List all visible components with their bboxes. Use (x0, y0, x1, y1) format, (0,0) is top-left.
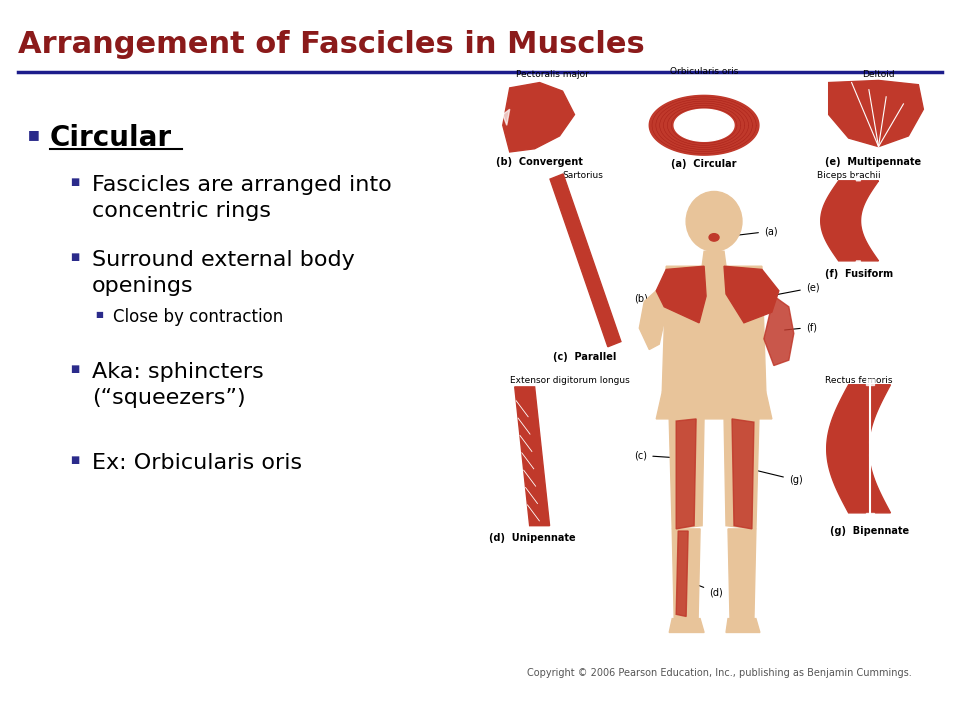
Text: Surround external body
openings: Surround external body openings (92, 250, 355, 296)
Text: Orbicularis oris: Orbicularis oris (670, 66, 738, 76)
Text: (e)  Multipennate: (e) Multipennate (826, 157, 922, 167)
Ellipse shape (709, 234, 719, 241)
Text: Extensor digitorum longus: Extensor digitorum longus (510, 376, 630, 385)
Polygon shape (657, 266, 707, 323)
Polygon shape (724, 415, 759, 529)
Text: Sartorius: Sartorius (563, 171, 604, 180)
Text: Close by contraction: Close by contraction (113, 308, 283, 326)
Text: Fascicles are arranged into
concentric rings: Fascicles are arranged into concentric r… (92, 175, 392, 220)
Polygon shape (866, 379, 874, 384)
Polygon shape (726, 618, 760, 632)
Polygon shape (662, 266, 766, 392)
Text: (a)  Circular: (a) Circular (671, 159, 737, 169)
Polygon shape (550, 174, 621, 347)
Text: ■: ■ (70, 252, 80, 262)
Text: Deltoid: Deltoid (862, 70, 895, 78)
Text: ■: ■ (70, 455, 80, 465)
Polygon shape (503, 109, 510, 125)
Text: ■: ■ (70, 177, 80, 187)
Text: Aka: sphincters
(“squeezers”): Aka: sphincters (“squeezers”) (92, 362, 264, 408)
Text: (f)  Fusiform: (f) Fusiform (825, 269, 893, 279)
Polygon shape (828, 81, 924, 147)
Polygon shape (728, 529, 756, 618)
Text: (b)  Convergent: (b) Convergent (496, 157, 583, 167)
Text: Circular: Circular (50, 124, 172, 152)
Text: ■: ■ (70, 364, 80, 374)
Text: (f): (f) (784, 323, 817, 333)
Circle shape (686, 192, 742, 251)
Text: Arrangement of Fascicles in Muscles: Arrangement of Fascicles in Muscles (18, 30, 645, 59)
Text: (c)  Parallel: (c) Parallel (553, 351, 616, 361)
Text: (d): (d) (684, 580, 723, 597)
Polygon shape (724, 266, 779, 323)
Polygon shape (732, 419, 754, 529)
Text: Rectus femoris: Rectus femoris (825, 376, 893, 385)
Text: Ex: Orbicularis oris: Ex: Orbicularis oris (92, 453, 302, 473)
Polygon shape (676, 531, 688, 616)
Polygon shape (674, 109, 734, 141)
Polygon shape (669, 618, 704, 632)
Text: Pectoralis major: Pectoralis major (516, 70, 589, 78)
Polygon shape (827, 384, 891, 513)
Text: (c): (c) (635, 451, 684, 460)
Polygon shape (672, 529, 700, 618)
Polygon shape (854, 176, 860, 181)
Polygon shape (515, 387, 549, 526)
Polygon shape (649, 95, 759, 156)
Text: (a): (a) (722, 226, 778, 237)
Polygon shape (866, 513, 874, 518)
Polygon shape (764, 296, 794, 366)
Polygon shape (639, 291, 666, 349)
Polygon shape (702, 251, 726, 266)
Text: ■: ■ (28, 128, 39, 141)
Text: Biceps brachii: Biceps brachii (817, 171, 880, 180)
Polygon shape (676, 419, 696, 529)
Polygon shape (854, 261, 860, 265)
Text: (b): (b) (635, 294, 682, 303)
Polygon shape (669, 415, 704, 529)
Text: ■: ■ (95, 310, 103, 319)
Text: (d)  Unipennate: (d) Unipennate (490, 534, 576, 543)
Polygon shape (821, 181, 878, 261)
Text: (g)  Bipennate: (g) Bipennate (830, 526, 909, 536)
Polygon shape (657, 392, 772, 419)
Polygon shape (503, 83, 574, 152)
Text: Copyright © 2006 Pearson Education, Inc., publishing as Benjamin Cummings.: Copyright © 2006 Pearson Education, Inc.… (527, 668, 911, 678)
Text: (g): (g) (745, 467, 803, 485)
Text: (e): (e) (772, 283, 820, 296)
